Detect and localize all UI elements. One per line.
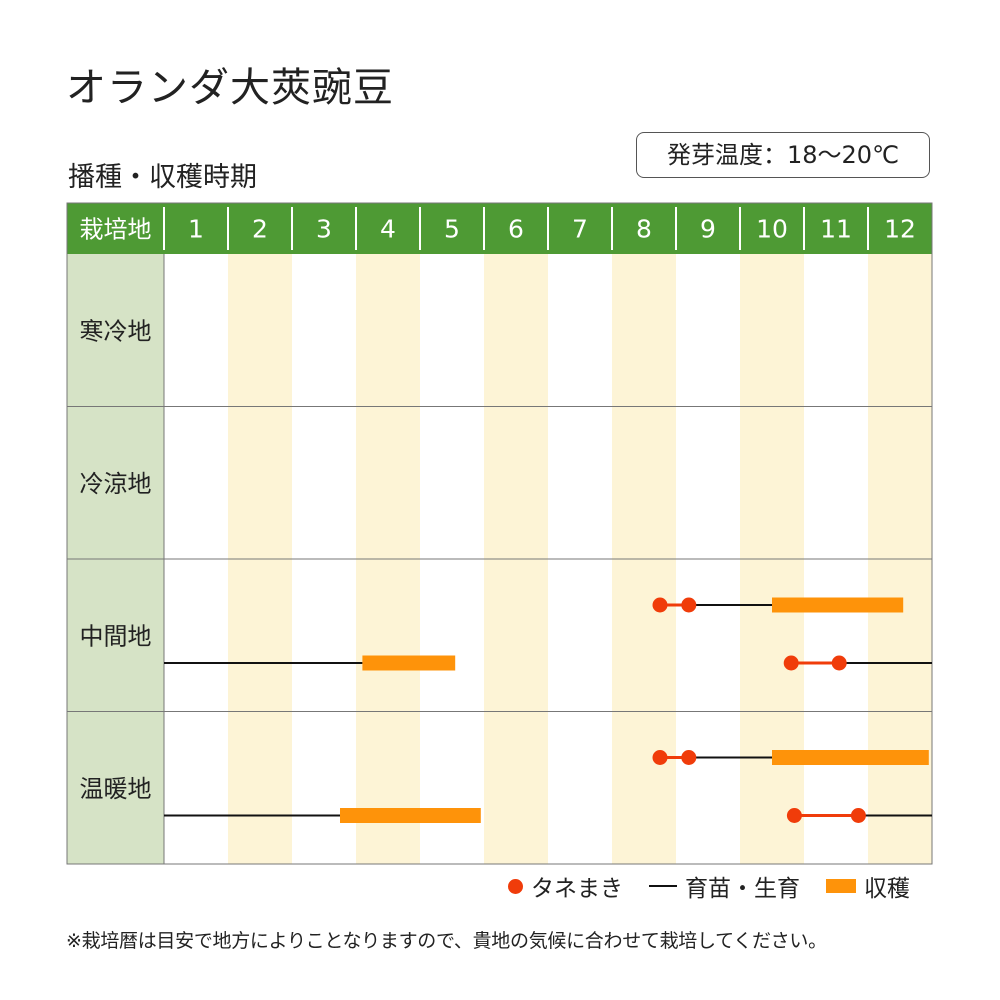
month-label: 3 xyxy=(316,215,332,244)
header-label: 栽培地 xyxy=(80,216,152,244)
legend-harvest: 収穫 xyxy=(826,869,910,903)
legend-harvest-label: 収穫 xyxy=(864,876,910,902)
legend-sowing: タネまき xyxy=(508,869,623,903)
harvest-bar xyxy=(340,808,481,823)
month-label: 8 xyxy=(636,215,652,244)
region-label: 寒冷地 xyxy=(80,317,152,345)
sowing-dot xyxy=(681,597,697,613)
chart-border xyxy=(66,202,933,865)
germination-temperature-badge: 発芽温度：18〜20℃ xyxy=(636,132,930,178)
month-label: 1 xyxy=(188,215,204,244)
month-label: 7 xyxy=(572,215,588,244)
sowing-dot xyxy=(786,808,802,823)
page-title: オランダ大莢豌豆 xyxy=(66,65,394,111)
legend-sowing-label: タネまき xyxy=(531,876,623,902)
header-row xyxy=(67,203,932,254)
sowing-dot xyxy=(652,750,668,765)
month-label: 10 xyxy=(756,215,788,244)
sowing-dot-icon xyxy=(508,878,523,894)
sowing-dot xyxy=(831,655,847,671)
legend-growing: 育苗・生育 xyxy=(649,869,800,903)
month-label: 9 xyxy=(700,215,716,244)
harvest-bar-icon xyxy=(826,879,856,893)
harvest-bar xyxy=(362,655,456,671)
sowing-dot xyxy=(681,750,697,765)
month-label: 6 xyxy=(508,215,524,244)
month-label: 4 xyxy=(380,215,396,244)
month-label: 2 xyxy=(252,215,268,244)
sowing-dot xyxy=(850,808,866,823)
region-label: 冷涼地 xyxy=(80,470,152,498)
harvest-bar xyxy=(772,597,904,613)
month-label: 12 xyxy=(884,215,916,244)
month-label: 5 xyxy=(444,215,460,244)
month-label: 11 xyxy=(820,215,852,244)
region-label: 中間地 xyxy=(80,622,152,650)
sowing-dot xyxy=(652,597,668,613)
legend-growing-label: 育苗・生育 xyxy=(685,876,800,902)
footnote: ※栽培暦は目安で地方によりことなりますので、貴地の気候に合わせて栽培してください… xyxy=(66,930,827,952)
harvest-bar xyxy=(772,750,929,765)
chart-subtitle: 播種・収穫時期 xyxy=(68,162,257,193)
growing-line-icon xyxy=(649,885,677,887)
legend: タネまき 育苗・生育 収穫 xyxy=(508,868,910,904)
region-label: 温暖地 xyxy=(80,775,152,803)
sowing-dot xyxy=(783,655,799,671)
